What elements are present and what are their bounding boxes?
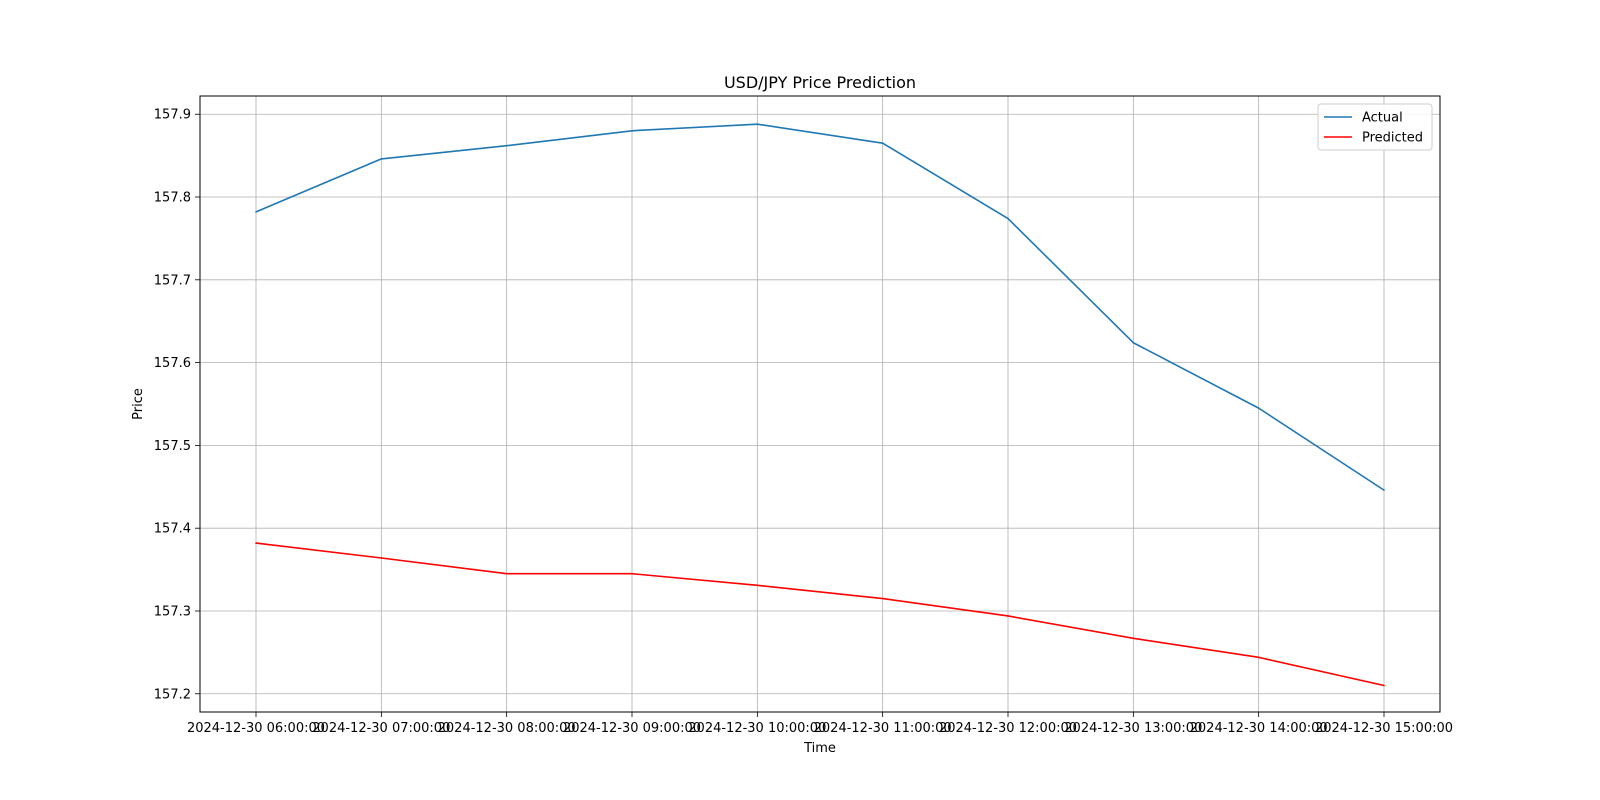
plot-frame (199, 95, 1441, 713)
x-tick-label: 2024-12-30 14:00:00 (1190, 721, 1328, 736)
chart-title: USD/JPY Price Prediction (724, 73, 916, 92)
data-point-actual (1132, 341, 1135, 344)
data-point-actual (1383, 489, 1385, 491)
y-tick-label: 157.4 (154, 522, 191, 537)
data-point-predicted (380, 557, 383, 559)
data-point-actual (631, 129, 633, 132)
data-point-predicted (1132, 637, 1135, 640)
x-tick-label: 2024-12-30 07:00:00 (312, 721, 450, 736)
data-point-actual (505, 144, 508, 147)
grid (200, 96, 1440, 712)
y-tick-label: 157.7 (154, 273, 191, 288)
x-tick-label: 2024-12-30 11:00:00 (814, 721, 952, 736)
data-point-predicted (505, 572, 508, 575)
y-tick-label: 157.2 (154, 687, 191, 702)
legend-label-actual: Actual (1362, 111, 1403, 126)
y-tick-label: 157.9 (154, 108, 191, 123)
data-point-predicted (881, 597, 884, 600)
data-point-actual (881, 142, 884, 144)
data-point-predicted (1257, 656, 1260, 659)
data-point-actual (255, 211, 257, 213)
x-tick-label: 2024-12-30 13:00:00 (1064, 721, 1202, 736)
data-point-actual (756, 123, 759, 125)
data-point-actual (1007, 217, 1009, 220)
series-line-actual (255, 123, 1385, 491)
series-group (255, 123, 1385, 687)
series-line-predicted (255, 542, 1385, 687)
legend-label-predicted: Predicted (1362, 131, 1423, 146)
x-tick-label: 2024-12-30 15:00:00 (1315, 721, 1453, 736)
data-point-actual (380, 158, 383, 160)
x-tick-label: 2024-12-30 12:00:00 (939, 721, 1077, 736)
x-axis-label: Time (803, 741, 836, 756)
data-point-predicted (1383, 684, 1385, 687)
data-point-predicted (1007, 615, 1009, 617)
x-tick-label: 2024-12-30 09:00:00 (563, 721, 701, 736)
data-point-actual (1257, 407, 1260, 409)
data-point-predicted (631, 572, 633, 575)
x-tick-label: 2024-12-30 10:00:00 (688, 721, 826, 736)
y-axis-label: Price (131, 388, 146, 420)
legend: Actual Predicted (1317, 103, 1433, 151)
x-tick-label: 2024-12-30 06:00:00 (187, 721, 325, 736)
legend-box (1317, 103, 1433, 151)
y-axis: 157.2 157.3 157.4 157.5 157.6 157.7 157.8 157.9 (154, 108, 200, 702)
y-tick-label: 157.8 (154, 191, 191, 206)
x-tick-label: 2024-12-30 08:00:00 (438, 721, 576, 736)
data-point-predicted (756, 584, 759, 587)
y-tick-label: 157.3 (154, 604, 191, 619)
y-tick-label: 157.6 (154, 356, 191, 371)
y-tick-label: 157.5 (154, 439, 191, 454)
data-point-predicted (255, 542, 257, 544)
